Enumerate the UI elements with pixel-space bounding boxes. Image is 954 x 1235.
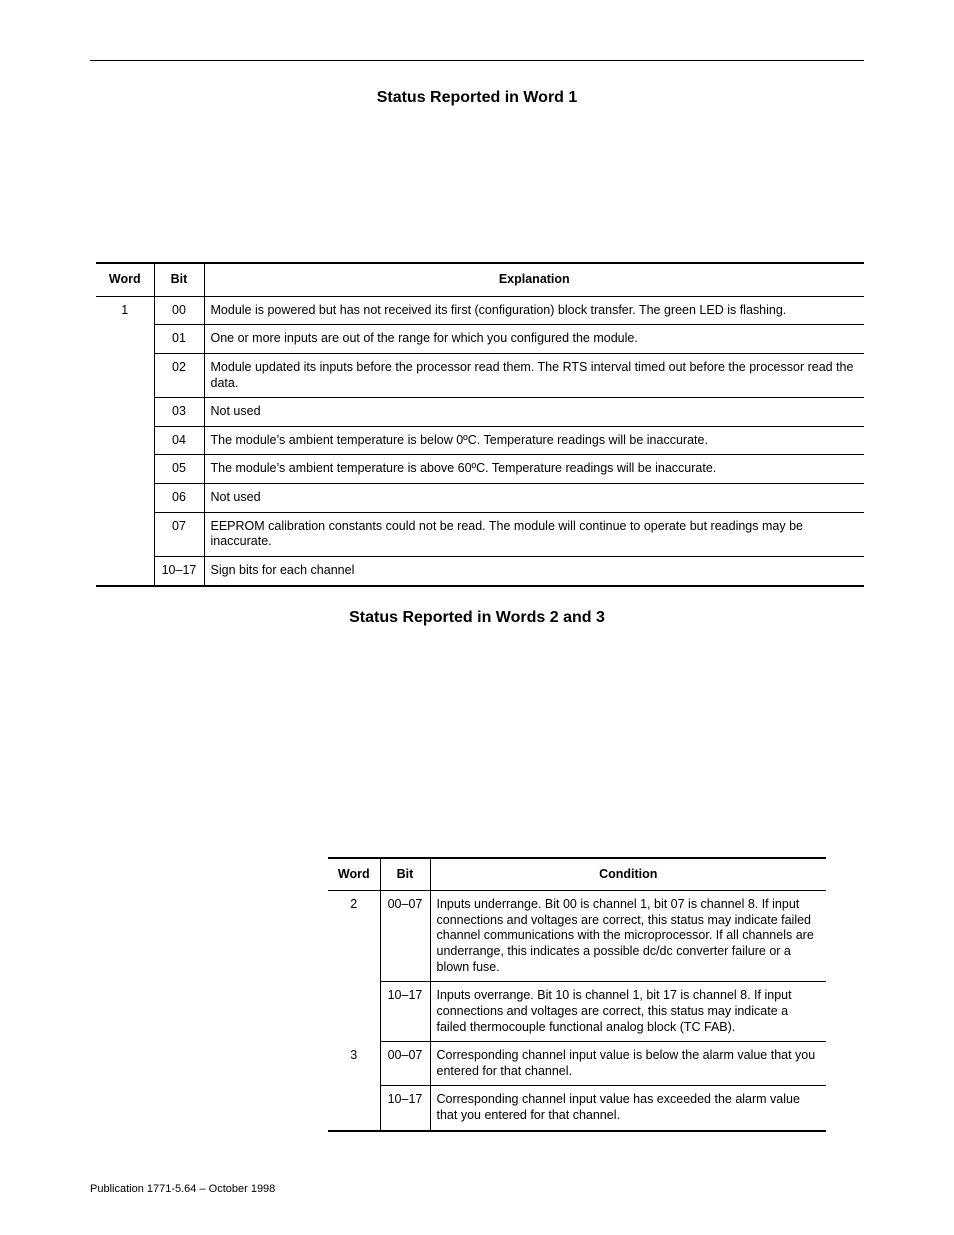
status-word1-table: Word Bit Explanation 1 00 Module is powe… [96, 262, 864, 587]
cell-explanation: Not used [204, 398, 864, 427]
cell-word: 2 [328, 891, 380, 1042]
page: Status Reported in Word 1 Word Bit Expla… [0, 0, 954, 1235]
status-words-2-3-table: Word Bit Condition 2 00–07 Inputs underr… [328, 857, 826, 1132]
cell-condition: Inputs overrange. Bit 10 is channel 1, b… [430, 982, 826, 1042]
table-row: 10–17 Corresponding channel input value … [328, 1086, 826, 1131]
cell-word: 3 [328, 1042, 380, 1131]
cell-condition: Corresponding channel input value is bel… [430, 1042, 826, 1086]
table-row: 10–17 Inputs overrange. Bit 10 is channe… [328, 982, 826, 1042]
table-row: 04 The module’s ambient temperature is b… [96, 426, 864, 455]
cell-bit: 01 [154, 325, 204, 354]
cell-explanation: Sign bits for each channel [204, 556, 864, 585]
table-row: 10–17 Sign bits for each channel [96, 556, 864, 585]
cell-bit: 02 [154, 353, 204, 397]
col-header-bit: Bit [380, 858, 430, 891]
cell-bit: 00–07 [380, 1042, 430, 1086]
cell-word: 1 [96, 296, 154, 585]
section-title-1: Status Reported in Word 1 [90, 89, 864, 107]
section-title-2: Status Reported in Words 2 and 3 [90, 609, 864, 627]
top-rule [90, 60, 864, 61]
cell-bit: 00 [154, 296, 204, 325]
col-header-condition: Condition [430, 858, 826, 891]
cell-explanation: One or more inputs are out of the range … [204, 325, 864, 354]
cell-bit: 05 [154, 455, 204, 484]
table-header-row: Word Bit Condition [328, 858, 826, 891]
cell-bit: 10–17 [154, 556, 204, 585]
col-header-word: Word [96, 263, 154, 296]
cell-bit: 04 [154, 426, 204, 455]
cell-bit: 03 [154, 398, 204, 427]
table-header-row: Word Bit Explanation [96, 263, 864, 296]
cell-explanation: Not used [204, 484, 864, 513]
table-row: 05 The module’s ambient temperature is a… [96, 455, 864, 484]
cell-explanation: The module’s ambient temperature is belo… [204, 426, 864, 455]
col-header-word: Word [328, 858, 380, 891]
publication-footer: Publication 1771-5.64 – October 1998 [90, 1183, 275, 1195]
cell-bit: 10–17 [380, 1086, 430, 1131]
cell-explanation: Module updated its inputs before the pro… [204, 353, 864, 397]
col-header-explanation: Explanation [204, 263, 864, 296]
table-row: 2 00–07 Inputs underrange. Bit 00 is cha… [328, 891, 826, 982]
cell-condition: Corresponding channel input value has ex… [430, 1086, 826, 1131]
table-row: 06 Not used [96, 484, 864, 513]
table-row: 02 Module updated its inputs before the … [96, 353, 864, 397]
table-row: 01 One or more inputs are out of the ran… [96, 325, 864, 354]
cell-explanation: EEPROM calibration constants could not b… [204, 512, 864, 556]
table-row: 3 00–07 Corresponding channel input valu… [328, 1042, 826, 1086]
table-row: 03 Not used [96, 398, 864, 427]
cell-condition: Inputs underrange. Bit 00 is channel 1, … [430, 891, 826, 982]
table-row: 1 00 Module is powered but has not recei… [96, 296, 864, 325]
cell-bit: 10–17 [380, 982, 430, 1042]
cell-bit: 06 [154, 484, 204, 513]
col-header-bit: Bit [154, 263, 204, 296]
cell-bit: 00–07 [380, 891, 430, 982]
cell-explanation: The module’s ambient temperature is abov… [204, 455, 864, 484]
table-row: 07 EEPROM calibration constants could no… [96, 512, 864, 556]
cell-explanation: Module is powered but has not received i… [204, 296, 864, 325]
cell-bit: 07 [154, 512, 204, 556]
